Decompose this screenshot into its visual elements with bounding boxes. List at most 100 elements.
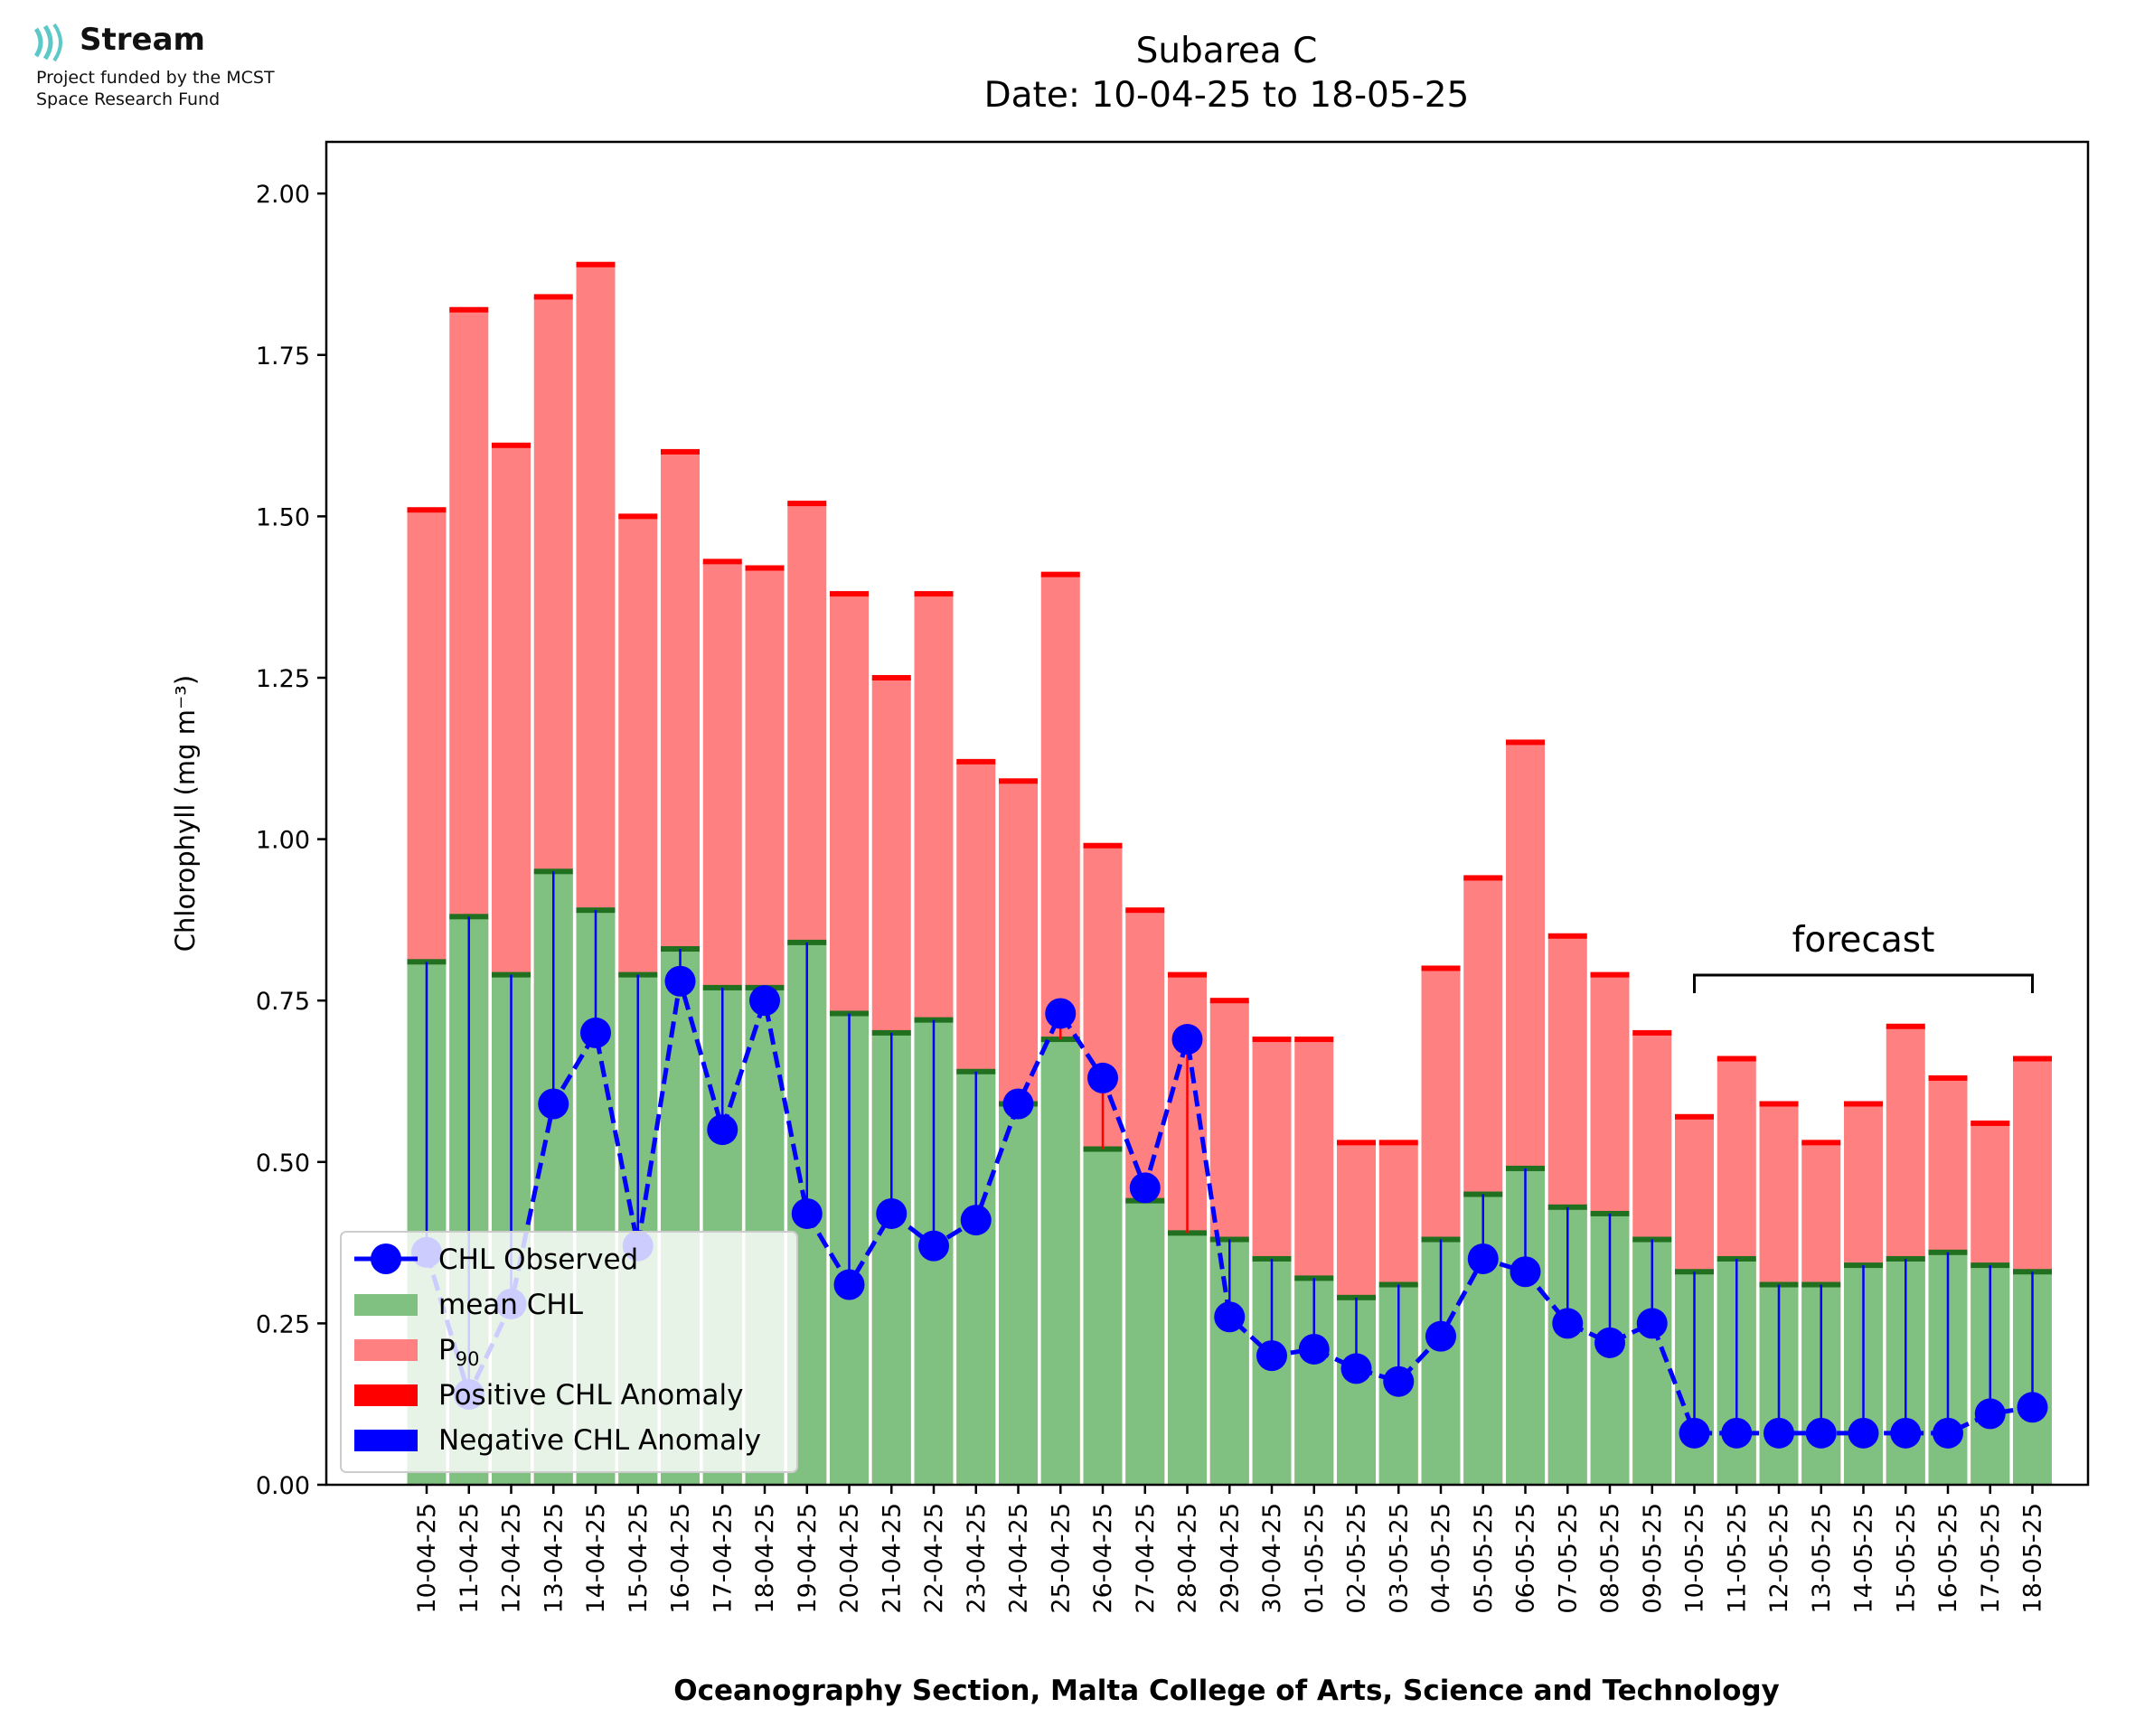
x-tick-label: 27-04-25 (1132, 1503, 1160, 1614)
x-tick-label: 18-05-25 (2019, 1503, 2047, 1614)
p90-cap (576, 261, 616, 267)
observed-point (1805, 1417, 1837, 1449)
observed-point (1467, 1243, 1499, 1274)
p90-cap (914, 591, 954, 597)
x-tick-label: 14-05-25 (1850, 1503, 1878, 1614)
observed-point (2017, 1392, 2048, 1423)
observed-point (580, 1017, 611, 1048)
x-tick-label: 29-04-25 (1216, 1503, 1244, 1614)
p90-cap (2013, 1056, 2052, 1062)
observed-point (1425, 1320, 1456, 1352)
stream-logo: Stream Project funded by the MCST Space … (33, 22, 340, 121)
x-tick-label: 15-05-25 (1892, 1503, 1920, 1614)
mean-bar (1083, 1149, 1123, 1485)
observed-point (1848, 1417, 1879, 1449)
x-tick-label: 16-04-25 (667, 1503, 695, 1614)
legend-box (340, 1231, 798, 1473)
p90-cap (956, 758, 996, 765)
x-tick-label: 26-04-25 (1089, 1503, 1117, 1614)
observed-point (1764, 1417, 1794, 1449)
observed-line (424, 981, 2033, 1436)
legend-label: CHL Observed (438, 1243, 638, 1276)
legend-label-text: Negative CHL Anomaly (438, 1424, 761, 1457)
observed-point (664, 965, 696, 997)
p90-cap (1125, 907, 1165, 914)
x-tick-label: 11-05-25 (1723, 1503, 1751, 1614)
p90-cap (1717, 1056, 1756, 1062)
funding-note: Project funded by the MCST Space Researc… (36, 67, 343, 110)
legend-label: P90 (438, 1334, 479, 1370)
y-tick-label: 0.50 (256, 1150, 310, 1178)
stream-wave-icon (33, 23, 62, 62)
logo-wordmark: Stream (80, 22, 205, 58)
x-tick-label: 30-04-25 (1258, 1503, 1286, 1614)
mean-bar (1125, 1200, 1165, 1485)
x-tick-label: 08-05-25 (1596, 1503, 1624, 1614)
y-tick-label: 1.50 (256, 503, 310, 531)
legend-label: mean CHL (438, 1289, 584, 1321)
x-tick-label: 14-04-25 (582, 1503, 610, 1614)
forecast-label: forecast (1792, 920, 1935, 961)
observed-point (1383, 1365, 1415, 1397)
observed-point (1002, 1088, 1034, 1120)
legend-patch-swatch (354, 1430, 418, 1451)
y-tick-label: 0.25 (256, 1310, 310, 1338)
p90-cap (661, 448, 700, 455)
p90-cap (1675, 1113, 1714, 1120)
observed-point (1171, 1024, 1203, 1056)
x-tick-label: 25-04-25 (1047, 1503, 1075, 1614)
forecast-bracket (1693, 973, 2034, 993)
p90-cap (702, 558, 742, 565)
observed-point (1721, 1417, 1753, 1449)
p90-cap (1506, 739, 1545, 746)
x-tick-label: 01-05-25 (1301, 1503, 1329, 1614)
x-tick-label: 11-04-25 (456, 1503, 484, 1614)
observed-point (1298, 1333, 1330, 1365)
p90-cap (1209, 998, 1249, 1004)
observed-point (707, 1114, 738, 1146)
observed-point (1890, 1417, 1922, 1449)
legend-label: Positive CHL Anomaly (438, 1379, 743, 1412)
p90-cap (1886, 1023, 1925, 1029)
p90-cap (1040, 571, 1080, 577)
observed-point (833, 1269, 865, 1300)
observed-point (1045, 998, 1077, 1029)
x-tick-label: 28-04-25 (1174, 1503, 1202, 1614)
y-tick-label: 2.00 (256, 181, 310, 209)
observed-point (791, 1197, 823, 1229)
p90-cap (407, 507, 447, 513)
observed-point (876, 1197, 908, 1229)
legend-label-subscript: 90 (456, 1348, 480, 1370)
funding-line-2: Space Research Fund (36, 89, 221, 109)
observed-point (960, 1205, 992, 1236)
y-tick-label: 0.75 (256, 988, 310, 1016)
x-tick-label: 12-05-25 (1765, 1503, 1793, 1614)
p90-cap (871, 674, 911, 680)
p90-cap (618, 513, 658, 520)
mean-bar (999, 1103, 1038, 1485)
x-tick-label: 24-04-25 (1005, 1503, 1033, 1614)
x-tick-label: 10-04-25 (413, 1503, 441, 1614)
p90-cap (1378, 1140, 1418, 1146)
x-axis-label: Oceanography Section, Malta College of A… (673, 1675, 1780, 1707)
p90-cap (1928, 1074, 1968, 1081)
legend-label-text: Positive CHL Anomaly (438, 1379, 743, 1412)
legend-patch-swatch (354, 1384, 418, 1406)
x-tick-label: 20-04-25 (836, 1503, 864, 1614)
observed-point (1933, 1417, 1963, 1449)
observed-point (1679, 1417, 1710, 1449)
p90-cap (1759, 1101, 1799, 1107)
x-tick-label: 05-05-25 (1470, 1503, 1498, 1614)
observed-point (1129, 1172, 1161, 1204)
observed-point (749, 985, 780, 1017)
forecast-annotation: forecast (1693, 920, 2034, 993)
p90-cap (1590, 971, 1630, 978)
y-tick-label: 1.00 (256, 827, 310, 855)
p90-cap (745, 565, 785, 571)
legend-patch-swatch (354, 1294, 418, 1316)
legend-label: Negative CHL Anomaly (438, 1424, 761, 1457)
p90-cap (492, 442, 531, 448)
p90-cap (1168, 971, 1207, 978)
funding-line-1: Project funded by the MCST (36, 68, 275, 88)
